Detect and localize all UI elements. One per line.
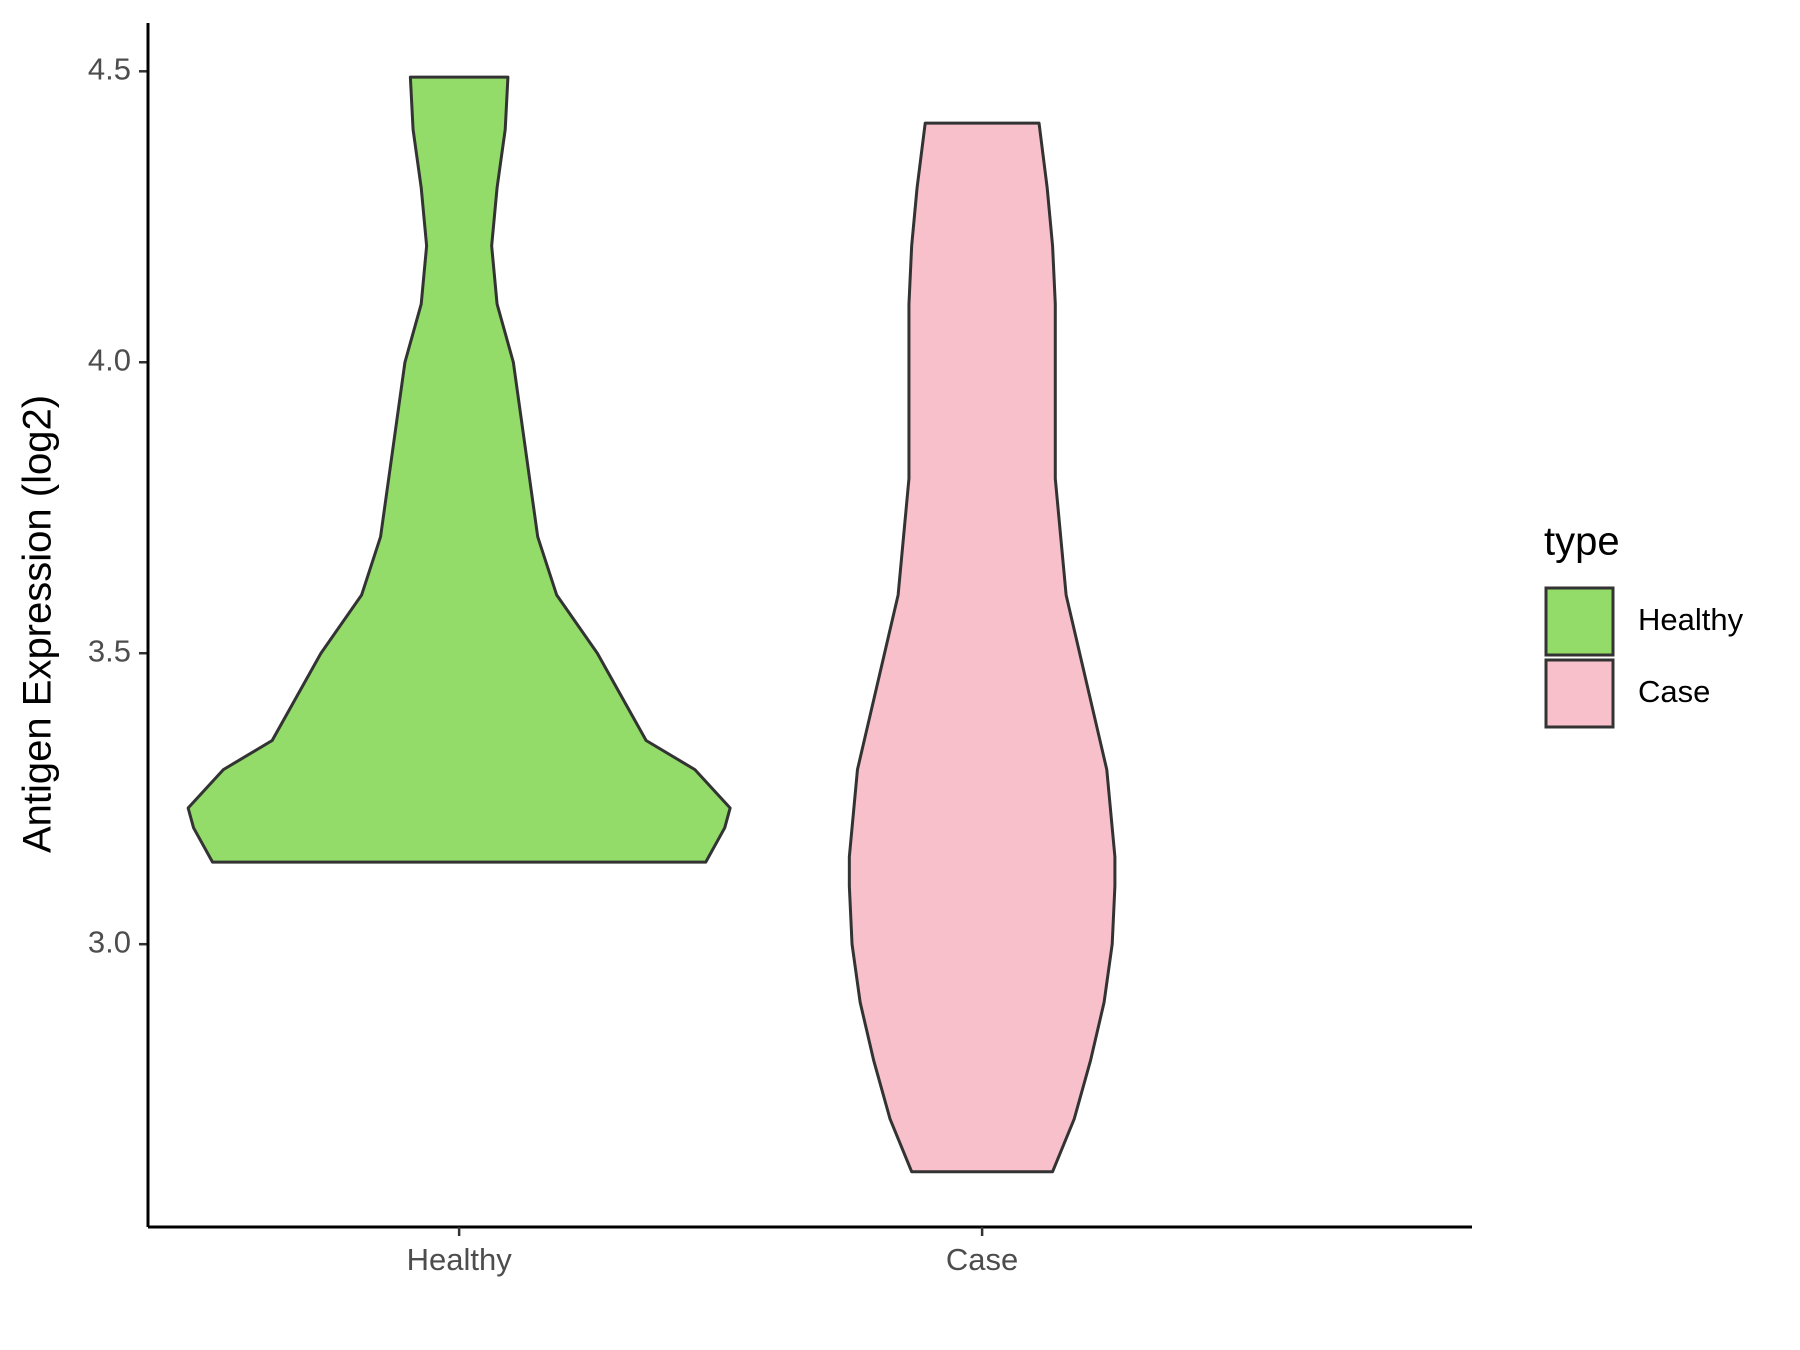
legend-key: [1544, 586, 1615, 657]
x-tick-label: Healthy: [407, 1242, 513, 1277]
legend-label: Healthy: [1638, 602, 1744, 637]
y-tick-label: 3.5: [88, 633, 131, 668]
legend-label: Case: [1638, 674, 1710, 709]
y-tick-label: 4.5: [88, 51, 131, 86]
legend-title: type: [1544, 520, 1620, 564]
y-axis-title: Antigen Expression (log2): [16, 395, 60, 853]
y-tick-label: 4.0: [88, 342, 131, 377]
y-tick-label: 3.0: [88, 924, 131, 959]
x-tick-label: Case: [946, 1242, 1018, 1277]
violin: [186, 75, 732, 864]
legend-key: [1544, 658, 1615, 729]
violin: [847, 121, 1117, 1174]
